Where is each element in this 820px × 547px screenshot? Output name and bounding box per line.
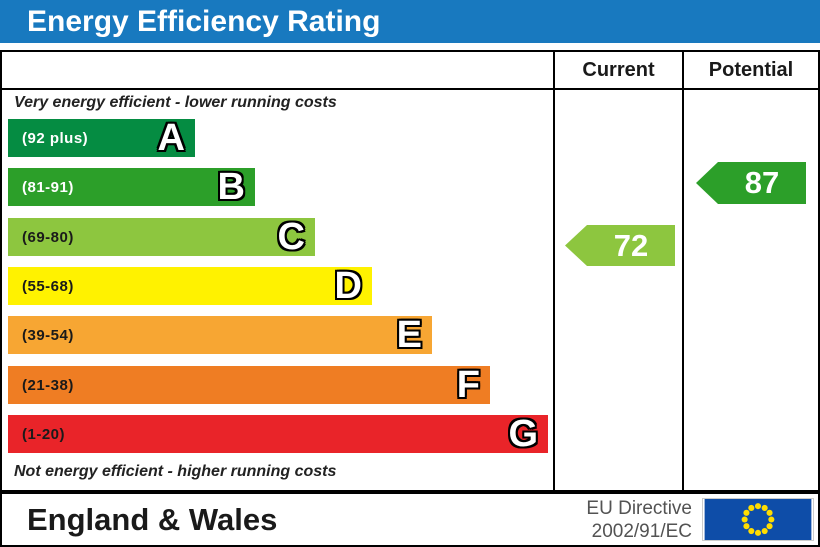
- band-letter: B: [217, 166, 245, 208]
- note-very-efficient: Very energy efficient - lower running co…: [14, 94, 337, 111]
- band-letter: G: [508, 413, 538, 455]
- page-title: Energy Efficiency Rating: [0, 0, 820, 43]
- eu-flag-icon: [702, 498, 814, 541]
- note-not-efficient: Not energy efficient - higher running co…: [14, 463, 337, 480]
- column-header-current: Current: [582, 59, 655, 81]
- header-underline: [2, 88, 818, 90]
- band-range-label: (55-68): [22, 277, 74, 295]
- eu-directive-line1: EU Directive: [586, 498, 692, 519]
- column-divider-current: [553, 52, 555, 490]
- band-range-label: (69-80): [22, 228, 74, 246]
- current-arrow: 72: [565, 225, 675, 266]
- eu-directive-label: EU Directive 2002/91/EC: [502, 497, 692, 543]
- band-range-label: (21-38): [22, 376, 74, 394]
- band-D: (55-68) D: [8, 267, 372, 305]
- band-C: (69-80) C: [8, 218, 315, 256]
- column-header-potential: Potential: [708, 59, 794, 81]
- potential-value: 87: [744, 165, 780, 200]
- band-letter: C: [277, 216, 305, 258]
- current-value: 72: [613, 227, 649, 263]
- band-letter: E: [396, 314, 422, 356]
- band-range-label: (81-91): [22, 178, 74, 196]
- band-B: (81-91) B: [8, 168, 255, 206]
- band-letter: A: [157, 117, 185, 159]
- band-A: (92 plus) A: [8, 119, 195, 157]
- band-range-label: (92 plus): [22, 129, 89, 147]
- band-range-label: (39-54): [22, 326, 74, 344]
- footer: England & Wales EU Directive 2002/91/EC: [0, 492, 820, 547]
- column-divider-potential: [682, 52, 684, 490]
- region-label: England & Wales: [27, 502, 278, 537]
- potential-arrow: 87: [696, 162, 806, 204]
- band-E: (39-54) E: [8, 316, 432, 354]
- band-F: (21-38) F: [8, 366, 490, 404]
- eu-directive-line2: 2002/91/EC: [591, 521, 692, 542]
- band-letter: F: [456, 364, 480, 406]
- band-range-label: (1-20): [22, 425, 66, 443]
- band-letter: D: [334, 265, 362, 307]
- band-G: (1-20) G: [8, 415, 548, 453]
